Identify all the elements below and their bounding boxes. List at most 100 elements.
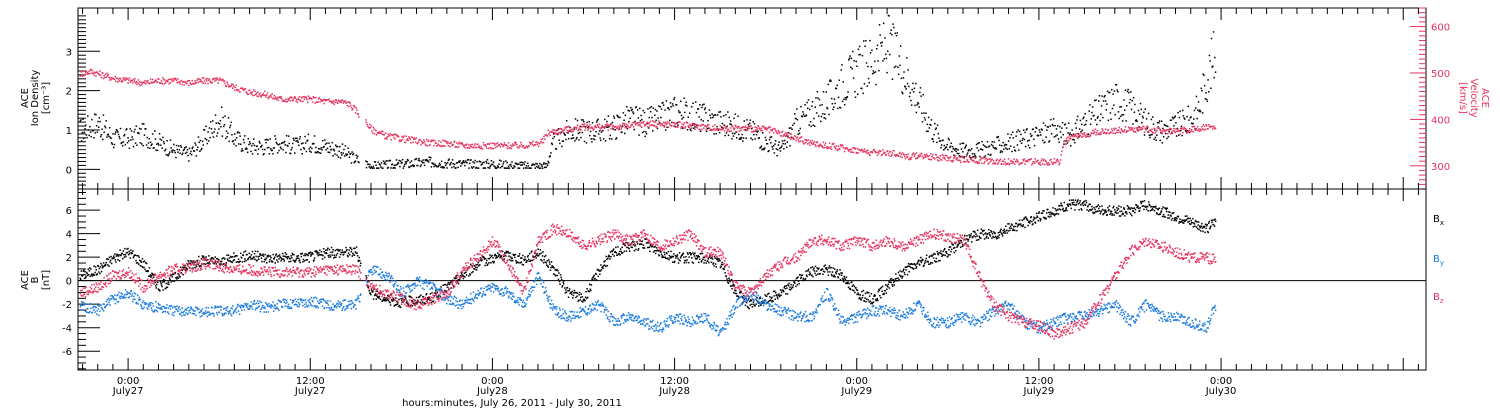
data-point — [378, 132, 380, 135]
data-point — [733, 284, 736, 286]
data-point — [446, 284, 448, 286]
data-point — [615, 138, 617, 140]
data-point — [108, 256, 111, 259]
data-point — [865, 151, 867, 154]
data-point — [350, 251, 352, 253]
data-point — [1073, 139, 1075, 141]
data-point — [587, 126, 589, 129]
data-point — [855, 60, 857, 63]
data-point — [746, 129, 749, 131]
data-point — [677, 124, 679, 126]
data-point — [121, 141, 123, 144]
data-point — [813, 125, 816, 127]
data-point — [399, 306, 402, 309]
data-point — [684, 127, 686, 129]
data-point — [348, 254, 351, 256]
data-point — [208, 78, 211, 80]
data-point — [888, 287, 891, 289]
data-point — [607, 115, 610, 117]
data-point — [535, 254, 538, 256]
data-point — [139, 265, 142, 267]
data-point — [292, 253, 294, 256]
data-point — [172, 280, 174, 282]
data-point — [856, 93, 859, 95]
data-point — [855, 289, 858, 291]
data-point — [288, 142, 290, 145]
data-point — [421, 301, 424, 303]
data-point — [1158, 120, 1161, 122]
data-point — [173, 78, 176, 80]
data-point — [1078, 136, 1080, 138]
data-point — [686, 259, 688, 261]
data-point — [249, 256, 251, 258]
data-point — [253, 253, 256, 255]
data-point — [99, 70, 101, 72]
data-point — [833, 98, 836, 100]
data-point — [97, 265, 100, 267]
data-point — [441, 166, 444, 168]
data-point — [82, 274, 84, 276]
data-point — [1168, 129, 1170, 131]
data-point — [335, 144, 337, 146]
data-point — [418, 157, 420, 160]
data-point — [829, 79, 832, 81]
data-point — [384, 132, 387, 134]
data-point — [135, 125, 137, 127]
data-point — [958, 155, 961, 157]
data-point — [151, 143, 153, 145]
data-point — [559, 133, 562, 135]
data-point — [333, 257, 335, 259]
data-point — [1046, 164, 1049, 166]
data-point — [330, 101, 333, 104]
data-point — [449, 146, 451, 148]
data-point — [299, 99, 301, 101]
data-point — [1199, 130, 1201, 133]
data-point — [1063, 140, 1065, 143]
data-point — [173, 143, 175, 146]
data-point — [544, 163, 547, 165]
data-point — [543, 258, 545, 261]
data-point — [147, 270, 149, 272]
data-point — [792, 136, 794, 139]
data-point — [1068, 138, 1071, 140]
data-point — [110, 262, 113, 265]
data-point — [496, 145, 498, 148]
data-point — [582, 301, 584, 303]
data-point — [251, 93, 253, 95]
data-point — [783, 134, 785, 136]
data-point — [100, 134, 103, 136]
data-point — [780, 294, 782, 296]
data-point — [759, 146, 762, 149]
data-point — [398, 159, 400, 162]
data-point — [733, 127, 736, 130]
data-point — [261, 94, 264, 96]
data-point — [166, 286, 169, 288]
data-point — [1015, 135, 1017, 137]
data-point — [486, 264, 488, 266]
data-point — [961, 155, 963, 158]
data-point — [927, 116, 930, 119]
data-point — [242, 138, 245, 141]
data-point — [879, 295, 881, 297]
data-point — [982, 144, 985, 146]
data-point — [436, 291, 439, 293]
data-point — [1100, 133, 1102, 135]
data-point — [781, 140, 784, 142]
data-point — [1141, 115, 1144, 118]
data-point — [460, 271, 462, 274]
data-point — [1056, 134, 1058, 136]
data-point — [395, 133, 397, 136]
data-point — [99, 120, 101, 123]
data-point — [513, 254, 516, 256]
data-point — [1122, 114, 1125, 116]
data-point — [383, 297, 385, 299]
data-point — [630, 243, 632, 246]
data-point — [365, 275, 367, 277]
data-point — [1044, 159, 1047, 162]
data-point — [802, 111, 804, 113]
data-point — [585, 297, 588, 300]
data-point — [818, 98, 821, 101]
data-point — [824, 117, 827, 120]
data-point — [174, 271, 177, 274]
data-point — [1073, 134, 1075, 136]
